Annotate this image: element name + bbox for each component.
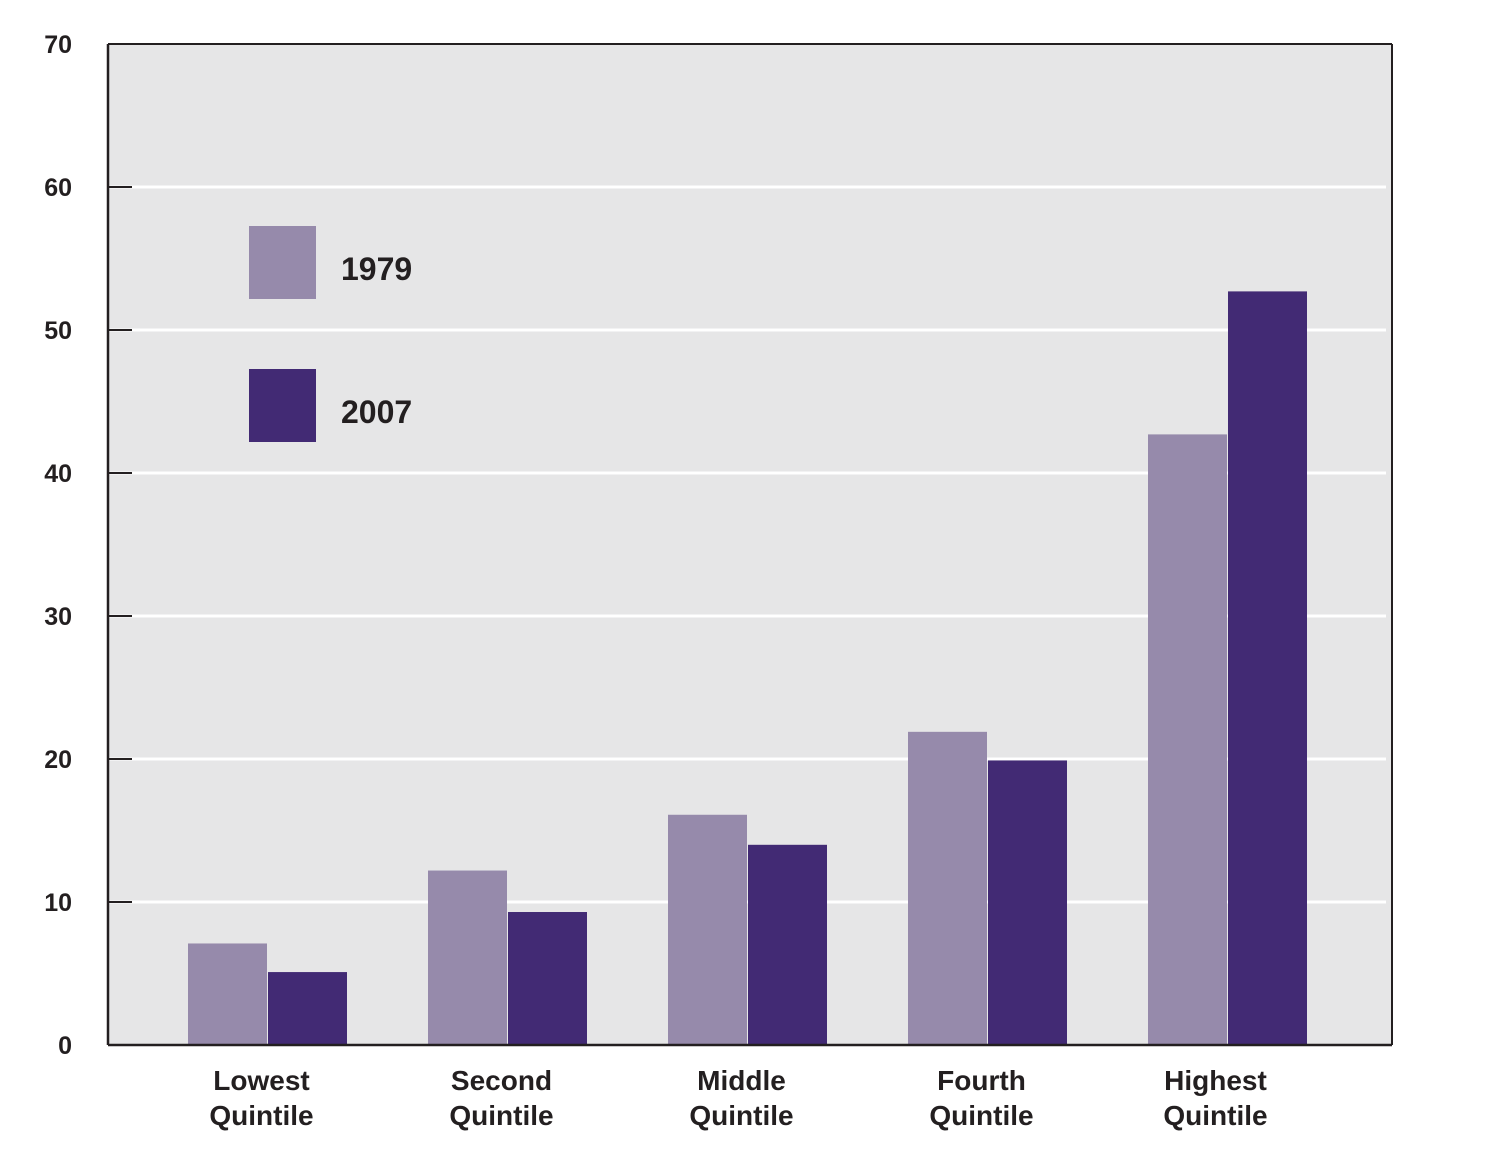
bar-1979-3: [668, 814, 747, 1045]
x-category-label: Quintile: [209, 1100, 313, 1131]
bar-2007-4: [988, 760, 1067, 1045]
y-tick-label: 10: [44, 889, 72, 917]
bar-2007-3: [748, 844, 827, 1045]
bars: [188, 291, 1307, 1045]
legend-swatch-2007: [249, 369, 316, 442]
legend-label-2007: 2007: [341, 394, 412, 430]
y-tick-label: 20: [44, 746, 72, 774]
x-category-label: Middle: [697, 1065, 786, 1096]
legend: 1979 2007: [249, 226, 412, 442]
y-tick-label: 50: [44, 317, 72, 345]
y-axis: 0 10 20 30 40 50 60 70: [44, 31, 132, 1060]
x-category-label: Fourth: [937, 1065, 1026, 1096]
x-axis: Lowest Quintile Second Quintile Middle Quinti…: [209, 1065, 1267, 1131]
x-category-label: Lowest: [213, 1065, 309, 1096]
bar-1979-5: [1148, 434, 1227, 1045]
x-category-label: Quintile: [449, 1100, 553, 1131]
gridlines: [108, 185, 1386, 904]
legend-label-1979: 1979: [341, 251, 412, 287]
bar-1979-2: [428, 870, 507, 1045]
x-category-label: Quintile: [1163, 1100, 1267, 1131]
plot-frame: [106, 43, 1393, 1047]
y-tick-label: 30: [44, 603, 72, 631]
bar-2007-1: [268, 972, 347, 1045]
y-tick-label: 0: [58, 1032, 72, 1060]
bar-1979-4: [908, 731, 987, 1045]
y-tick-label: 70: [44, 31, 72, 59]
legend-swatch-1979: [249, 226, 316, 299]
x-category-label: Second: [451, 1065, 552, 1096]
bar-2007-5: [1228, 291, 1307, 1045]
y-tick-label: 40: [44, 460, 72, 488]
y-tick-label: 60: [44, 174, 72, 202]
x-category-label: Quintile: [689, 1100, 793, 1131]
x-category-label: Highest: [1164, 1065, 1267, 1096]
bar-1979-1: [188, 943, 267, 1045]
x-category-label: Quintile: [929, 1100, 1033, 1131]
bar-2007-2: [508, 912, 587, 1045]
